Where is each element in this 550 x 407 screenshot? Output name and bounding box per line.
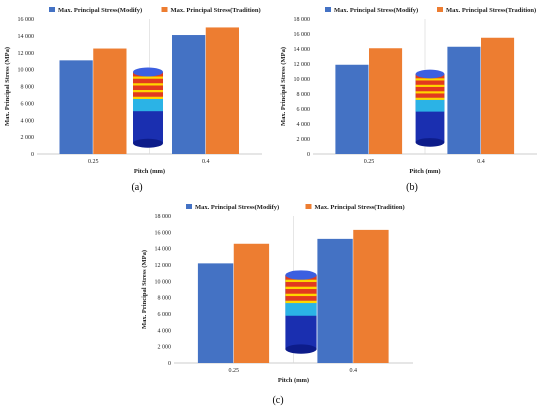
inset-thread-2 (415, 91, 445, 94)
x-tick-label: 0.4 (350, 368, 358, 374)
y-tick-label: 14 000 (155, 247, 172, 253)
bar-modify-0.25 (59, 60, 93, 154)
inset-thread-1 (415, 84, 445, 87)
chart-b-svg: 0 2 000 4 000 6 000 8 000 10 000 12 000 14 000 1… (280, 7, 537, 193)
legend-label: Max. Principal Stress(Tradition) (446, 7, 536, 14)
y-tick-label: 16 000 (18, 17, 35, 23)
y-tick-label: 12 000 (294, 62, 311, 68)
inset-model-1 (415, 69, 445, 147)
legend-swatch (161, 7, 168, 12)
inset-cylinder-bottom (133, 138, 163, 148)
legend-label: Max. Principal Stress(Tradition) (315, 204, 405, 211)
inset-thread-3 (415, 97, 445, 100)
chart-panel-a: 0 2 000 4 000 6 000 8 000 10 000 12 000 14 000 1… (0, 0, 275, 196)
bar-modify-0.25 (335, 64, 369, 154)
y-tick-label: 14 000 (18, 34, 35, 40)
legend-swatch (49, 7, 55, 12)
y-tick-label: 0 (168, 361, 171, 367)
y-tick-label: 10 000 (18, 68, 35, 74)
bar-tradition-0.25 (233, 243, 270, 363)
y-tick-label: 8 000 (21, 85, 35, 91)
legend-label: Max. Principal Stress(Modify) (195, 204, 279, 211)
legend-label: Max. Principal Stress(Tradition) (171, 7, 261, 14)
y-tick-label: 0 (307, 152, 310, 158)
y-tick-label: 2 000 (158, 345, 172, 351)
inset-cylinder-bottom (415, 138, 445, 147)
bar-tradition-0.4 (205, 27, 239, 154)
inset-cylinder-bottom (285, 344, 317, 354)
y-tick-label: 8 000 (297, 92, 311, 98)
inset-thread-1 (285, 286, 317, 290)
inset-thread-0 (133, 76, 163, 79)
y-tick-label: 0 (31, 152, 34, 158)
y-tick-label: 6 000 (21, 101, 35, 107)
bar-modify-0.4 (447, 46, 481, 154)
y-axis-label: Max. Principal Stress (MPa) (141, 250, 148, 329)
legend-swatch (325, 7, 331, 12)
inset-thread-2 (285, 293, 317, 297)
x-tick-label: 0.4 (202, 159, 210, 165)
inset-thread-1 (133, 83, 163, 86)
x-axis-label: Pitch (mm) (278, 377, 309, 384)
y-tick-label: 18 000 (294, 17, 311, 23)
x-tick-label: 0.25 (229, 368, 240, 374)
chart-panel-c: 0 2 000 4 000 6 000 8 000 10 000 12 000 14 000 1… (128, 200, 428, 407)
y-tick-label: 4 000 (21, 118, 35, 124)
inset-thread-0 (415, 78, 445, 81)
panel-caption: (b) (406, 182, 418, 193)
inset-thread-0 (285, 279, 317, 283)
inset-thread-2 (133, 90, 163, 93)
y-tick-label: 2 000 (297, 137, 311, 143)
inset-cylinder-top (285, 270, 317, 280)
inset-model-2 (285, 270, 317, 354)
x-tick-label: 0.4 (477, 159, 485, 165)
x-tick-label: 0.25 (364, 159, 375, 165)
y-axis-label: Max. Principal Stress (MPa) (280, 47, 287, 126)
y-tick-label: 4 000 (297, 122, 311, 128)
y-tick-label: 8 000 (158, 296, 172, 302)
bar-tradition-0.4 (353, 229, 389, 363)
panel-caption: (a) (131, 182, 142, 193)
chart-a-svg: 0 2 000 4 000 6 000 8 000 10 000 12 000 14 000 1… (4, 7, 262, 193)
inset-cylinder-top (415, 69, 445, 79)
bar-tradition-0.4 (481, 37, 515, 154)
chart-panel-b: 0 2 000 4 000 6 000 8 000 10 000 12 000 14 000 1… (275, 0, 550, 196)
bar-modify-0.25 (197, 263, 234, 363)
bar-tradition-0.25 (369, 48, 403, 154)
y-tick-label: 16 000 (155, 230, 172, 236)
y-tick-label: 16 000 (294, 32, 311, 38)
bar-modify-0.4 (172, 35, 206, 154)
legend-label: Max. Principal Stress(Modify) (58, 7, 142, 14)
y-tick-label: 6 000 (297, 107, 311, 113)
legend-swatch (186, 204, 192, 209)
y-tick-label: 2 000 (21, 135, 35, 141)
y-tick-label: 10 000 (155, 279, 172, 285)
y-axis-label: Max. Principal Stress (MPa) (4, 47, 11, 126)
chart-c-svg: 0 2 000 4 000 6 000 8 000 10 000 12 000 14 000 1… (141, 204, 413, 406)
y-tick-label: 12 000 (18, 51, 35, 57)
legend-label: Max. Principal Stress(Modify) (334, 7, 418, 14)
x-axis-label: Pitch (mm) (134, 168, 165, 175)
bar-modify-0.4 (317, 238, 353, 363)
y-tick-label: 10 000 (294, 77, 311, 83)
y-tick-label: 6 000 (158, 312, 172, 318)
y-tick-label: 14 000 (294, 47, 311, 53)
x-tick-label: 0.25 (88, 159, 99, 165)
inset-thread-3 (133, 96, 163, 99)
y-tick-label: 4 000 (158, 328, 172, 334)
x-axis-label: Pitch (mm) (409, 168, 440, 175)
y-tick-label: 12 000 (155, 263, 172, 269)
legend-swatch (305, 204, 312, 209)
inset-cylinder-top (133, 67, 163, 77)
bar-tradition-0.25 (93, 48, 127, 154)
inset-model-0 (133, 67, 163, 148)
panel-caption: (c) (272, 395, 283, 406)
inset-thread-3 (285, 300, 317, 304)
y-tick-label: 18 000 (155, 214, 172, 220)
legend-swatch (437, 7, 443, 12)
